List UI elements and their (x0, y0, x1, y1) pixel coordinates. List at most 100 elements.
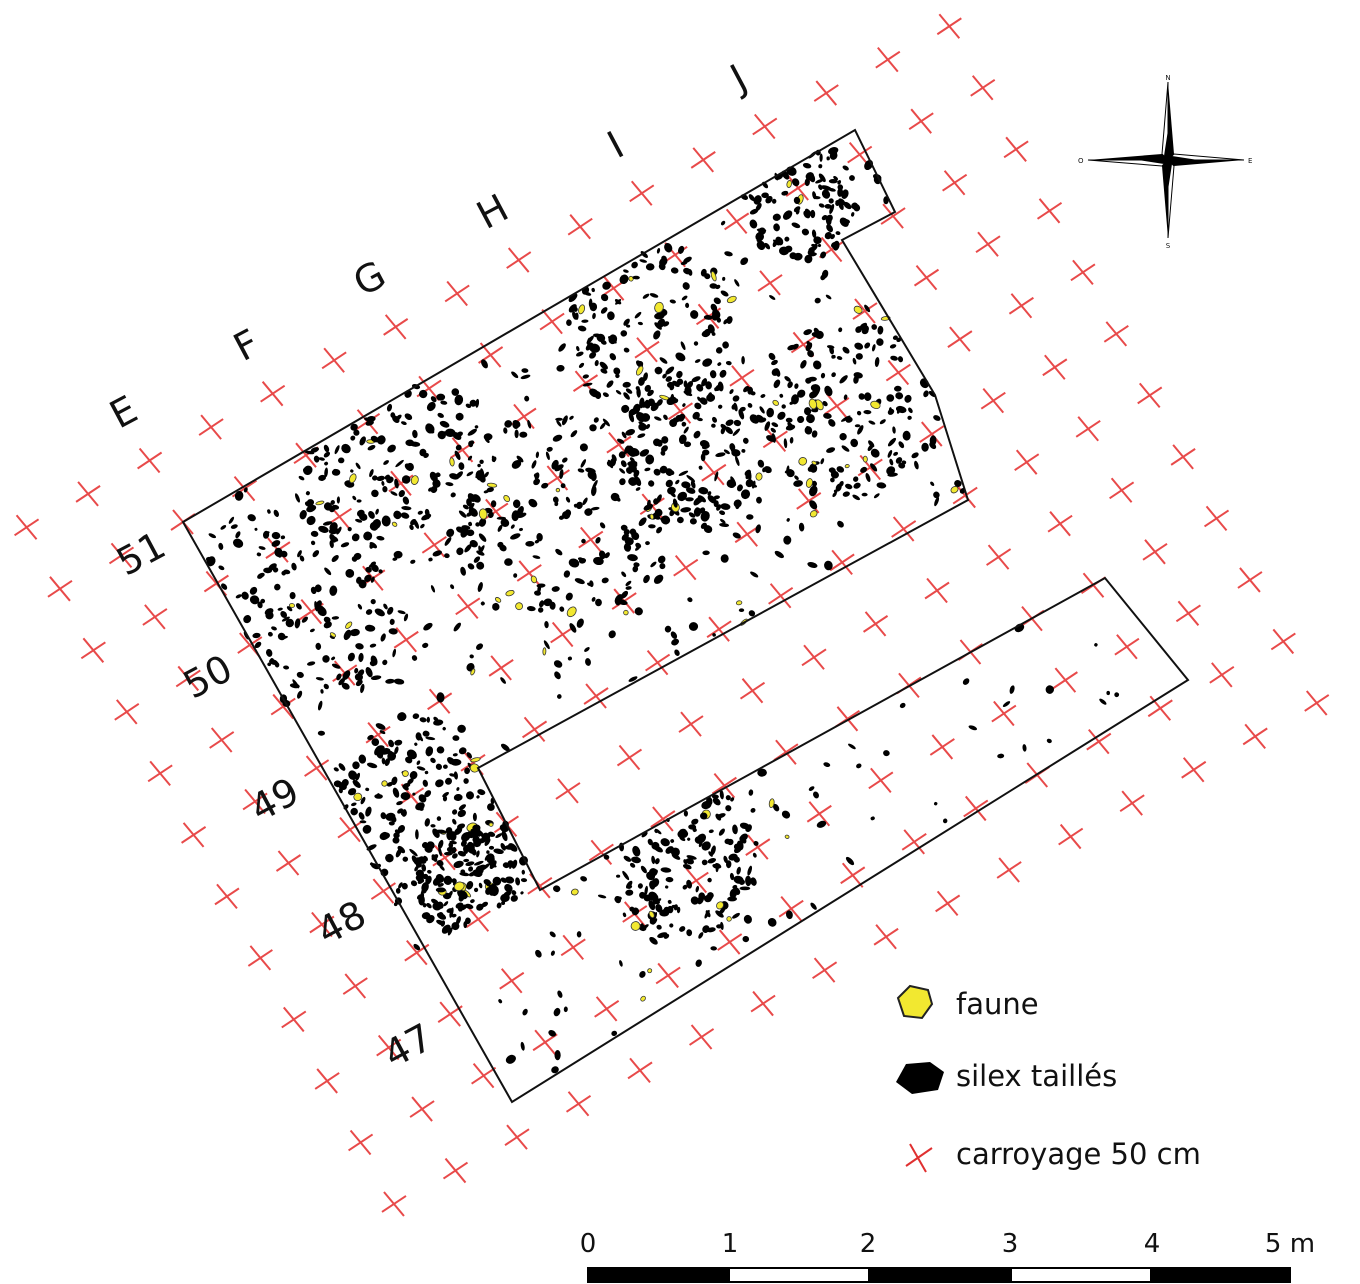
silex-find (463, 778, 469, 784)
silex-find (659, 910, 669, 916)
silex-find (783, 536, 791, 545)
silex-find (808, 785, 815, 792)
row-label: 48 (310, 892, 373, 954)
silex-find (698, 465, 703, 470)
silex-find (557, 694, 562, 699)
silex-find (890, 355, 899, 361)
silex-find (766, 407, 775, 417)
faune-find (635, 365, 644, 376)
silex-find (620, 459, 628, 468)
grid-cross (143, 605, 167, 629)
grid-cross (1059, 825, 1083, 849)
silex-find (453, 753, 458, 757)
silex-find (436, 692, 444, 703)
silex-find (717, 404, 722, 409)
silex-find (718, 369, 728, 379)
silex-find (296, 690, 303, 699)
silex-find (968, 724, 978, 731)
silex-find (887, 437, 898, 448)
silex-find (450, 491, 457, 498)
silex-find (639, 259, 647, 264)
silex-find (555, 418, 563, 421)
silex-find (316, 677, 325, 682)
silex-find (870, 816, 876, 821)
faune-find (470, 757, 480, 763)
silex-find (897, 440, 905, 449)
silex-find (708, 829, 714, 834)
silex-find (373, 607, 386, 618)
silex-find (392, 648, 397, 657)
silex-find (449, 584, 455, 590)
grid-cross (1053, 668, 1077, 692)
silex-find (637, 883, 643, 890)
faune-find (315, 500, 324, 505)
column-label: J (722, 56, 754, 101)
silex-find (577, 468, 585, 474)
silex-find (382, 603, 388, 610)
silex-find (825, 223, 835, 234)
grid-cross (725, 209, 749, 233)
silex-find (427, 717, 431, 723)
silex-find (402, 496, 411, 506)
excavation-outline (183, 130, 1188, 1102)
faune-find (772, 399, 780, 406)
grid-cross (858, 455, 882, 479)
grid-cross (115, 700, 139, 724)
silex-find (715, 452, 726, 458)
silex-find (897, 355, 904, 362)
silex-find (670, 267, 679, 275)
grid-cross (971, 76, 995, 100)
silex-find (235, 593, 242, 599)
silex-find (630, 856, 641, 864)
silex-find (478, 882, 483, 888)
faune-find (344, 621, 353, 630)
silex-find (350, 469, 354, 473)
silex-find (693, 341, 699, 347)
silex-find (659, 356, 669, 365)
silex-find (400, 511, 410, 520)
grid-cross (886, 361, 910, 385)
silex-find (563, 569, 571, 578)
grid-cross (753, 114, 777, 138)
silex-find (847, 743, 856, 751)
silex-find (416, 760, 421, 766)
silex-find (220, 524, 227, 531)
silex-find (855, 763, 862, 770)
grid-cross (81, 638, 105, 662)
silex-find (652, 573, 665, 586)
silex-find (443, 900, 449, 907)
silex-find (575, 346, 580, 352)
silex-find (836, 355, 843, 360)
silex-find (798, 522, 804, 531)
silex-find (417, 510, 423, 515)
silex-find (811, 359, 822, 371)
silex-find (480, 601, 486, 607)
grid-cross (405, 941, 429, 965)
grid-cross (595, 997, 619, 1021)
grid-cross (830, 550, 854, 574)
grid-cross (204, 572, 228, 596)
silex-find (812, 790, 820, 799)
grid-cross (730, 366, 754, 390)
silex-find (246, 513, 257, 523)
silex-find (853, 341, 864, 351)
silex-find (549, 930, 557, 938)
silex-find (618, 477, 626, 486)
silex-find (892, 451, 898, 457)
grid-cross (382, 1192, 406, 1216)
silex-find (469, 654, 474, 659)
silex-find (607, 629, 617, 639)
silex-find (357, 603, 363, 610)
silex-find (848, 174, 856, 182)
silex-find (344, 567, 356, 579)
silex-find (578, 442, 589, 453)
row-label: 51 (109, 523, 172, 585)
silex-find (642, 574, 651, 585)
silex-find (688, 622, 698, 632)
silex-find (218, 565, 226, 571)
grid-cross (517, 561, 541, 585)
silex-find (659, 837, 671, 848)
silex-find (386, 443, 398, 454)
row-label: 47 (376, 1015, 439, 1077)
silex-find (683, 426, 690, 434)
